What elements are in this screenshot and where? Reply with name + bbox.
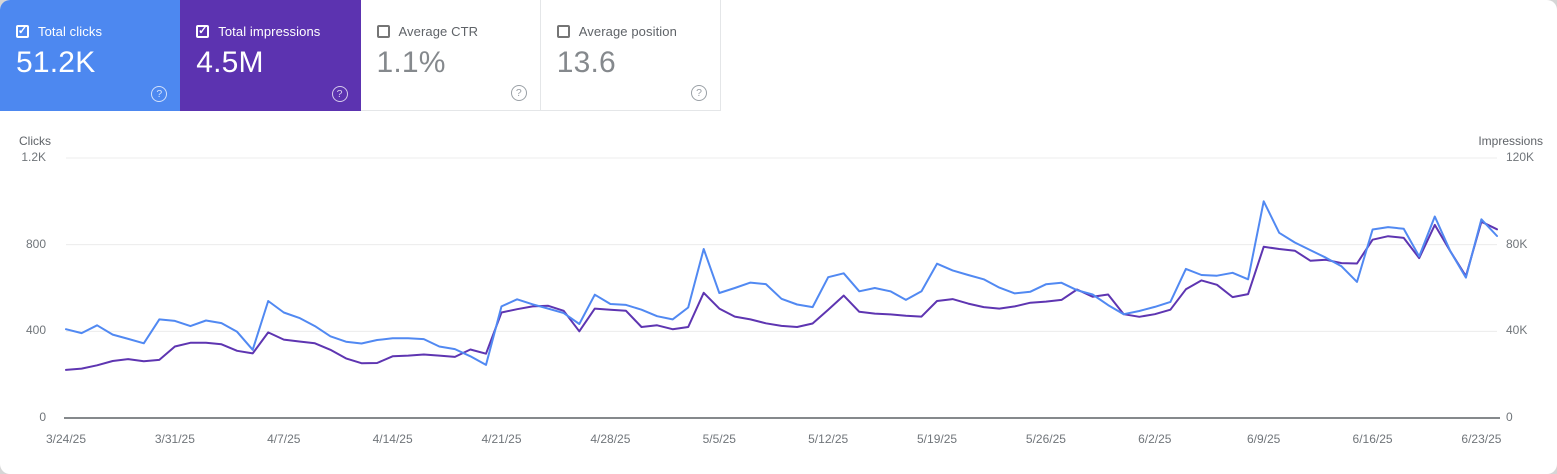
help-icon[interactable]: ? [691,85,707,101]
x-axis-tick: 6/2/25 [1138,432,1172,446]
x-axis-tick: 3/24/25 [45,432,87,446]
left-axis-tick: 400 [25,323,46,338]
metric-card-label: Total impressions [218,24,321,39]
metric-card-total-clicks[interactable]: ✓ Total clicks 51.2K ? [0,0,181,111]
right-axis-tick: 120K [1506,150,1535,164]
metric-card-value: 51.2K [16,46,96,79]
metric-card-label: Total clicks [38,24,103,39]
x-axis-tick: 4/28/25 [590,432,631,446]
x-axis-tick: 4/14/25 [372,432,413,446]
metric-card-label: Average position [578,24,677,39]
help-icon[interactable]: ? [510,85,527,101]
metric-card-value: 13.6 [556,46,616,79]
metric-card-header: ✓ Total clicks [16,24,164,39]
x-axis-tick: 5/12/25 [808,432,849,446]
left-axis-title: Clicks [19,134,51,148]
help-icon[interactable]: ? [331,86,348,102]
x-axis-tick: 5/5/25 [702,432,736,446]
impressions-line [65,220,1498,371]
left-axis-tick: 1.2K [21,150,46,164]
right-axis-title: Impressions [1478,134,1543,148]
metric-card-value: 1.1% [376,46,446,79]
metric-card-header: ✓ Average position [556,24,704,39]
metric-card-header: ✓ Total impressions [196,24,344,39]
metric-card-label: Average CTR [398,24,479,39]
left-axis-tick: 800 [25,236,46,251]
x-axis-tick: 4/21/25 [481,432,522,446]
metric-card-total-impressions[interactable]: ✓ Total impressions 4.5M ? [180,0,361,111]
metric-cards-row: ✓ Total clicks 51.2K ? ✓ Total impressio… [0,0,1557,111]
average-position-checkbox[interactable]: ✓ [556,25,570,38]
x-axis-tick: 6/9/25 [1246,432,1281,446]
x-axis-tick: 4/7/25 [267,432,301,446]
performance-chart: Clicks Impressions 1.2K 800 400 0 120K 80K 40… [0,111,1557,474]
average-ctr-checkbox[interactable]: ✓ [376,25,390,38]
metric-card-average-position[interactable]: ✓ Average position 13.6 ? [540,0,721,111]
total-impressions-checkbox[interactable]: ✓ [196,25,210,38]
left-axis-tick: 0 [39,410,46,424]
metric-card-average-ctr[interactable]: ✓ Average CTR 1.1% ? [360,0,541,111]
clicks-line [65,200,1498,366]
total-clicks-checkbox[interactable]: ✓ [16,25,29,38]
metric-card-header: ✓ Average CTR [376,24,524,39]
x-axis-tick: 6/16/25 [1352,432,1393,446]
checkmark-icon: ✓ [17,25,28,37]
metric-card-value: 4.5M [196,46,264,79]
x-axis-tick: 6/23/25 [1461,432,1502,446]
help-icon[interactable]: ? [151,86,168,102]
right-axis-tick: 0 [1506,410,1513,424]
x-axis-tick: 5/26/25 [1025,432,1066,446]
chart-canvas[interactable] [0,111,1557,474]
x-axis-tick: 3/31/25 [154,432,195,446]
right-axis-tick: 40K [1506,323,1528,338]
x-axis-tick: 5/19/25 [917,432,958,446]
right-axis-tick: 80K [1506,236,1528,251]
checkmark-icon: ✓ [198,25,208,37]
